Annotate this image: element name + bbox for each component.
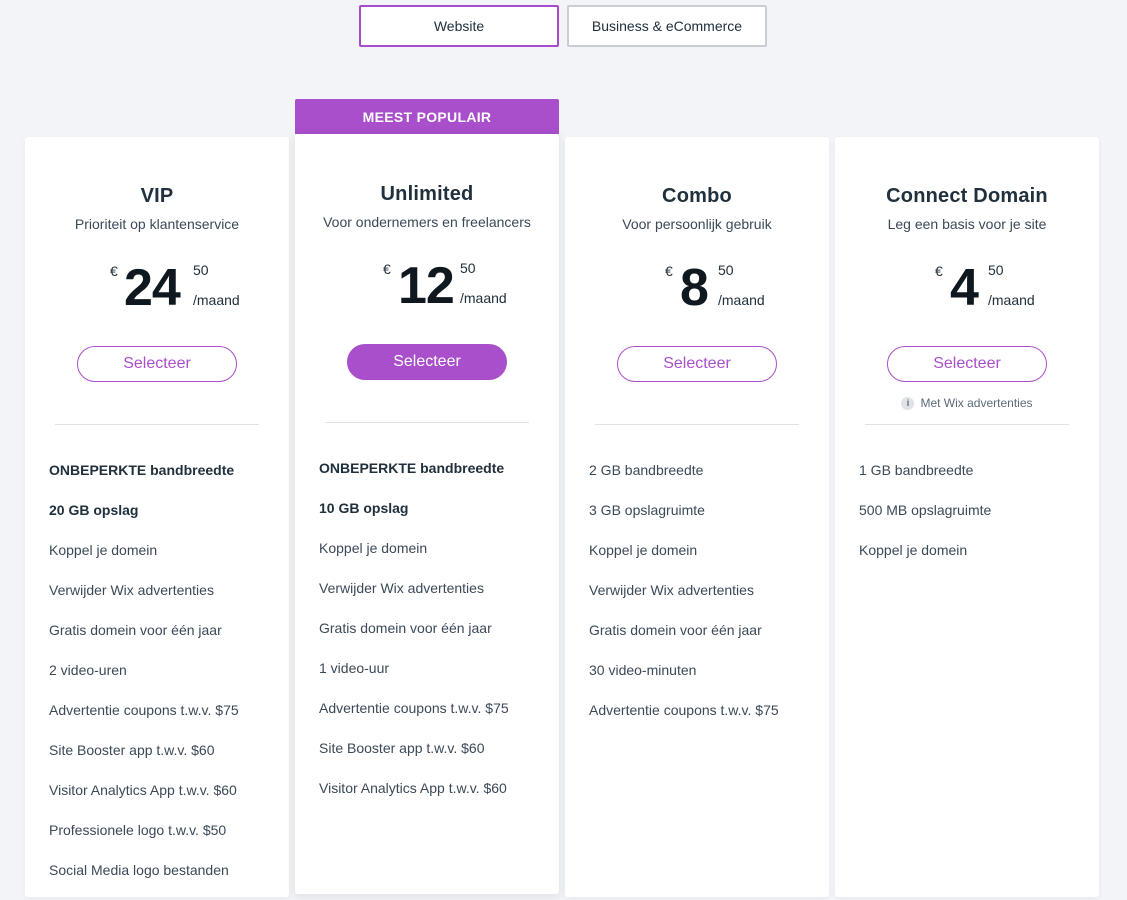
price-cents: 50: [988, 262, 1004, 278]
select-button-connect-domain[interactable]: Selecteer: [887, 346, 1047, 382]
list-item: ONBEPERKTE bandbreedte: [319, 460, 505, 476]
plan-price: € 4 50 /maand: [835, 259, 1099, 319]
list-item: Professionele logo t.w.v. $50: [49, 822, 227, 838]
list-item: 500 MB opslagruimte: [859, 502, 992, 518]
ads-note: i Met Wix advertenties: [835, 396, 1099, 410]
list-item: Site Booster app t.w.v. $60: [49, 742, 215, 758]
list-item: Advertentie coupons t.w.v. $75: [319, 700, 509, 716]
price-amount: 8: [680, 259, 709, 317]
feature-list: 1 GB bandbreedte 500 MB opslagruimte Kop…: [859, 460, 991, 580]
price-amount: 12: [398, 257, 455, 315]
most-popular-badge: MEEST POPULAIR: [295, 99, 559, 134]
price-period: /maand: [718, 292, 765, 308]
price-period: /maand: [988, 292, 1035, 308]
list-item: 30 video-minuten: [589, 662, 697, 678]
plan-name: VIP: [140, 185, 174, 207]
divider: [595, 424, 799, 425]
feature-list: ONBEPERKTE bandbreedte 10 GB opslag Kopp…: [319, 458, 509, 818]
price-currency: €: [383, 261, 391, 277]
list-item: ONBEPERKTE bandbreedte: [49, 462, 235, 478]
list-item: Verwijder Wix advertenties: [319, 580, 484, 596]
divider: [55, 424, 259, 425]
list-item: Gratis domein voor één jaar: [589, 622, 762, 638]
list-item: Verwijder Wix advertenties: [589, 582, 754, 598]
list-item: 2 video-uren: [49, 662, 127, 678]
price-cents: 50: [193, 262, 209, 278]
price-currency: €: [935, 263, 943, 279]
list-item: Visitor Analytics App t.w.v. $60: [319, 780, 507, 796]
list-item: Gratis domein voor één jaar: [49, 622, 222, 638]
list-item: 10 GB opslag: [319, 500, 409, 516]
price-cents: 50: [718, 262, 734, 278]
list-item: Advertentie coupons t.w.v. $75: [49, 702, 239, 718]
list-item: Koppel je domein: [319, 540, 428, 556]
feature-list: 2 GB bandbreedte 3 GB opslagruimte Koppe…: [589, 460, 779, 740]
plan-card-combo: Combo Voor persoonlijk gebruik € 8 50 /m…: [565, 137, 829, 897]
ads-note-text: Met Wix advertenties: [920, 396, 1033, 410]
select-button-unlimited[interactable]: Selecteer: [347, 344, 507, 380]
list-item: Social Media logo bestanden: [49, 862, 229, 878]
plan-price: € 24 50 /maand: [25, 259, 289, 319]
plan-description: Prioriteit op klantenservice: [74, 216, 240, 232]
plan-description: Leg een basis voor je site: [887, 216, 1047, 232]
divider: [325, 422, 529, 423]
list-item: Gratis domein voor één jaar: [319, 620, 492, 636]
info-icon: i: [901, 396, 915, 410]
plan-type-tabs: Website Business & eCommerce: [359, 5, 767, 47]
list-item: 3 GB opslagruimte: [589, 502, 705, 518]
plan-card-connect-domain: Connect Domain Leg een basis voor je sit…: [835, 137, 1099, 897]
list-item: Koppel je domein: [49, 542, 158, 558]
tab-business-ecommerce[interactable]: Business & eCommerce: [567, 5, 767, 47]
list-item: Advertentie coupons t.w.v. $75: [589, 702, 779, 718]
list-item: 20 GB opslag: [49, 502, 139, 518]
price-period: /maand: [193, 292, 240, 308]
select-button-vip[interactable]: Selecteer: [77, 346, 237, 382]
plan-price: € 8 50 /maand: [565, 259, 829, 319]
list-item: Visitor Analytics App t.w.v. $60: [49, 782, 237, 798]
price-cents: 50: [460, 260, 476, 276]
divider: [865, 424, 1069, 425]
price-period: /maand: [460, 290, 507, 306]
price-currency: €: [110, 263, 118, 279]
list-item: 1 video-uur: [319, 660, 390, 676]
plan-name: Connect Domain: [886, 185, 1048, 207]
list-item: Koppel je domein: [859, 542, 968, 558]
list-item: Site Booster app t.w.v. $60: [319, 740, 485, 756]
plan-description: Voor ondernemers en freelancers: [323, 214, 531, 230]
list-item: 2 GB bandbreedte: [589, 462, 704, 478]
list-item: Koppel je domein: [589, 542, 698, 558]
list-item: 1 GB bandbreedte: [859, 462, 974, 478]
plan-card-unlimited: Unlimited Voor ondernemers en freelancer…: [295, 134, 559, 894]
price-amount: 24: [124, 259, 181, 317]
select-button-combo[interactable]: Selecteer: [617, 346, 777, 382]
price-currency: €: [665, 263, 673, 279]
feature-list: ONBEPERKTE bandbreedte 20 GB opslag Kopp…: [49, 460, 239, 900]
plan-name: Combo: [662, 185, 732, 207]
plan-name: Unlimited: [380, 183, 474, 205]
plan-description: Voor persoonlijk gebruik: [622, 216, 772, 232]
plan-card-vip: VIP Prioriteit op klantenservice € 24 50…: [25, 137, 289, 897]
tab-website[interactable]: Website: [359, 5, 559, 47]
list-item: Verwijder Wix advertenties: [49, 582, 214, 598]
price-amount: 4: [950, 259, 979, 317]
plan-price: € 12 50 /maand: [295, 257, 559, 317]
